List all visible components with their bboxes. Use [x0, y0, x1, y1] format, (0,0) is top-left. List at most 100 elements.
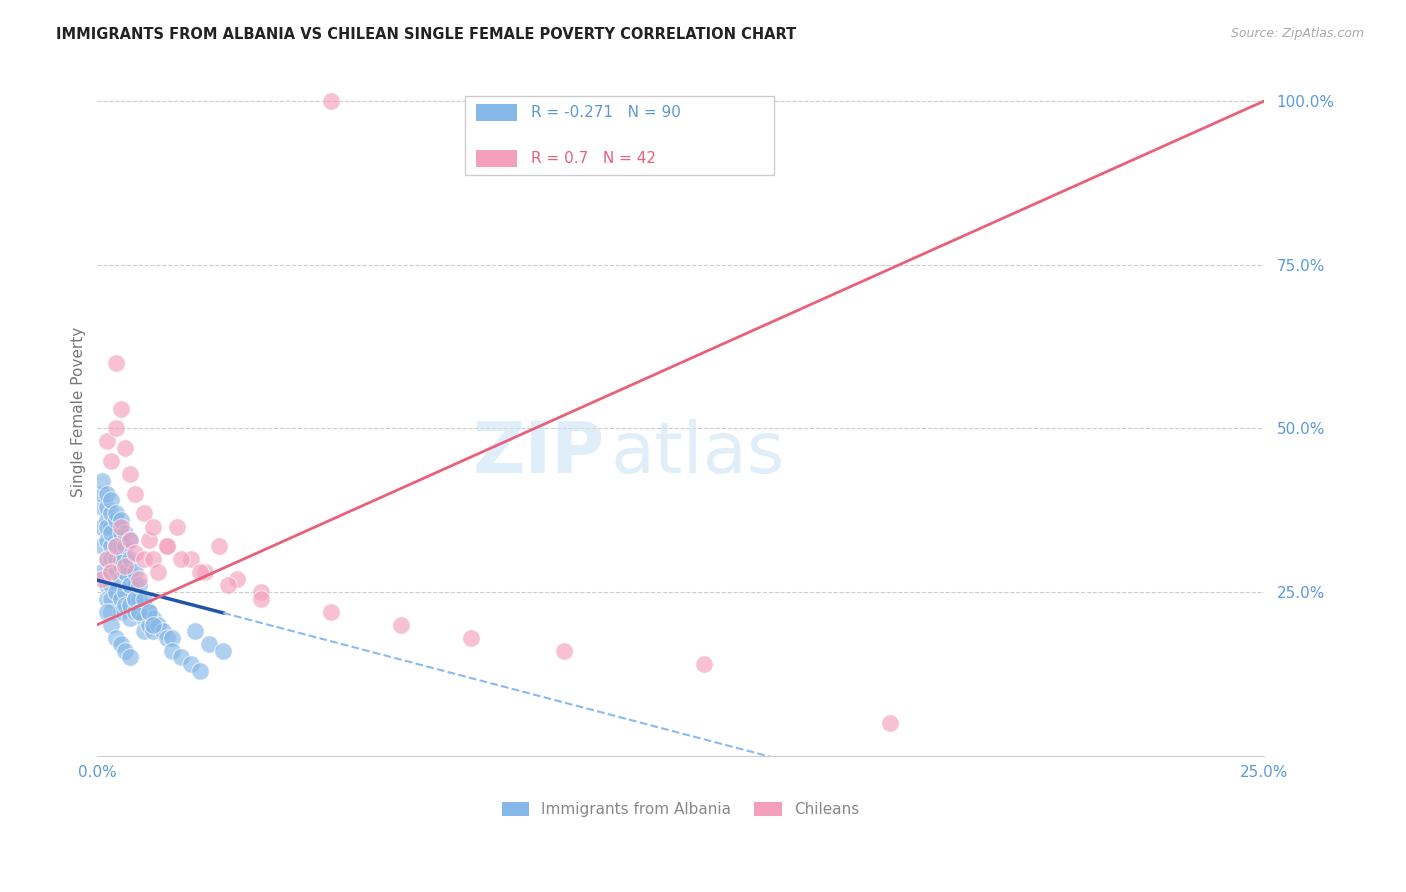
Point: [118, 578, 141, 592]
Point: [132, 552, 155, 566]
Point: [105, 513, 128, 527]
Point: [128, 572, 150, 586]
Text: R = 0.7   N = 42: R = 0.7 N = 42: [531, 151, 657, 166]
Point: [128, 605, 150, 619]
Text: atlas: atlas: [610, 418, 785, 488]
Point: [180, 552, 202, 566]
Point: [114, 598, 136, 612]
Point: [114, 552, 136, 566]
Point: [105, 552, 128, 566]
Point: [100, 454, 122, 468]
Point: [389, 617, 412, 632]
Point: [105, 585, 128, 599]
Point: [96, 513, 118, 527]
Point: [142, 552, 165, 566]
Point: [114, 566, 136, 580]
Point: [132, 591, 155, 606]
Point: [105, 421, 128, 435]
Point: [91, 500, 114, 514]
Point: [188, 664, 211, 678]
Point: [105, 539, 128, 553]
Point: [142, 617, 165, 632]
Point: [194, 566, 217, 580]
Point: [105, 513, 128, 527]
Legend: Immigrants from Albania, Chileans: Immigrants from Albania, Chileans: [495, 797, 865, 823]
Point: [96, 500, 118, 514]
Point: [100, 591, 122, 606]
Point: [96, 605, 118, 619]
Point: [208, 539, 231, 553]
Point: [96, 552, 118, 566]
Point: [110, 519, 132, 533]
Point: [118, 566, 141, 580]
Point: [100, 566, 122, 580]
Point: [96, 591, 118, 606]
Point: [124, 566, 146, 580]
Point: [118, 552, 141, 566]
Point: [105, 507, 128, 521]
Point: [124, 591, 146, 606]
Text: Source: ZipAtlas.com: Source: ZipAtlas.com: [1230, 27, 1364, 40]
Point: [110, 539, 132, 553]
Point: [96, 552, 118, 566]
Point: [118, 467, 141, 482]
Point: [114, 539, 136, 553]
Point: [124, 578, 146, 592]
Point: [553, 644, 575, 658]
Point: [128, 605, 150, 619]
Point: [118, 578, 141, 592]
Point: [91, 572, 114, 586]
Point: [152, 624, 174, 639]
Point: [160, 644, 183, 658]
FancyBboxPatch shape: [477, 104, 517, 121]
Point: [100, 539, 122, 553]
Point: [138, 617, 160, 632]
Point: [91, 474, 114, 488]
FancyBboxPatch shape: [465, 96, 773, 175]
Point: [110, 591, 132, 606]
Point: [138, 533, 160, 547]
Point: [105, 533, 128, 547]
Point: [142, 519, 165, 533]
Point: [879, 715, 901, 730]
Point: [198, 637, 221, 651]
Point: [114, 585, 136, 599]
Point: [105, 356, 128, 370]
Point: [110, 558, 132, 573]
Point: [132, 507, 155, 521]
Point: [91, 566, 114, 580]
Point: [170, 552, 193, 566]
Point: [128, 591, 150, 606]
Point: [132, 598, 155, 612]
Point: [110, 572, 132, 586]
Point: [124, 605, 146, 619]
Point: [124, 487, 146, 501]
Point: [114, 558, 136, 573]
Point: [96, 533, 118, 547]
FancyBboxPatch shape: [477, 150, 517, 167]
Point: [132, 611, 155, 625]
Point: [138, 605, 160, 619]
Point: [110, 605, 132, 619]
Point: [138, 605, 160, 619]
Point: [110, 513, 132, 527]
Point: [319, 94, 342, 108]
Point: [91, 539, 114, 553]
Point: [100, 552, 122, 566]
Point: [142, 624, 165, 639]
Point: [100, 566, 122, 580]
Point: [118, 611, 141, 625]
Point: [118, 533, 141, 547]
Point: [249, 585, 271, 599]
Point: [156, 631, 179, 645]
Point: [132, 624, 155, 639]
Text: IMMIGRANTS FROM ALBANIA VS CHILEAN SINGLE FEMALE POVERTY CORRELATION CHART: IMMIGRANTS FROM ALBANIA VS CHILEAN SINGL…: [56, 27, 796, 42]
Point: [146, 566, 169, 580]
Point: [100, 605, 122, 619]
Point: [114, 526, 136, 541]
Point: [100, 493, 122, 508]
Point: [212, 644, 235, 658]
Point: [110, 637, 132, 651]
Point: [128, 578, 150, 592]
Point: [96, 519, 118, 533]
